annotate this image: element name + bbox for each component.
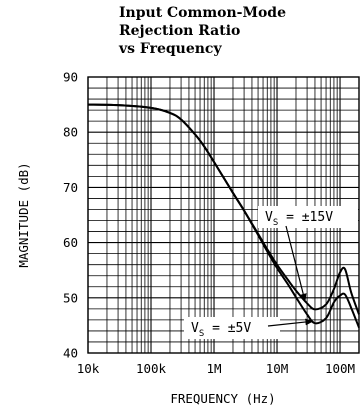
annotation-label: VS = ±5V — [191, 321, 251, 339]
series-lines — [87, 103, 360, 328]
x-tick-label: 10M — [266, 361, 289, 376]
annotation-label: VS = ±15V — [265, 210, 333, 228]
series-line-2 — [87, 103, 360, 328]
annotation-arrow — [267, 318, 314, 327]
y-tick-label: 50 — [63, 290, 78, 305]
annotation-background — [184, 317, 280, 339]
tick-labels: 10k 100k 1M 10M 100M 40 50 60 70 80 90 — [63, 70, 355, 377]
x-tick-label: 100M — [325, 361, 355, 376]
annotation-background — [258, 206, 358, 228]
plot-frame — [87, 76, 360, 354]
x-axis-label: FREQUENCY (Hz) — [170, 391, 275, 406]
y-tick-label: 90 — [63, 70, 78, 85]
y-axis-label: MAGNITUDE (dB) — [16, 162, 31, 267]
annotations: VS = ±15V VS = ±5V — [184, 206, 358, 339]
x-tick-label: 10k — [77, 361, 100, 376]
chart-title-line-1: Input Common-Mode — [119, 5, 286, 21]
chart-title-line-2: Rejection Ratio — [119, 23, 240, 39]
chart-title: Input Common-Mode Rejection Ratio vs Fre… — [118, 5, 286, 57]
x-tick-label: 100k — [136, 361, 167, 376]
y-tick-label: 40 — [63, 346, 78, 361]
x-tick-label: 1M — [206, 361, 221, 376]
chart-title-line-3: vs Frequency — [118, 41, 222, 57]
annotation-arrow — [285, 225, 307, 303]
y-tick-label: 60 — [63, 235, 78, 250]
y-tick-label: 70 — [63, 180, 78, 195]
y-tick-label: 80 — [63, 125, 78, 140]
